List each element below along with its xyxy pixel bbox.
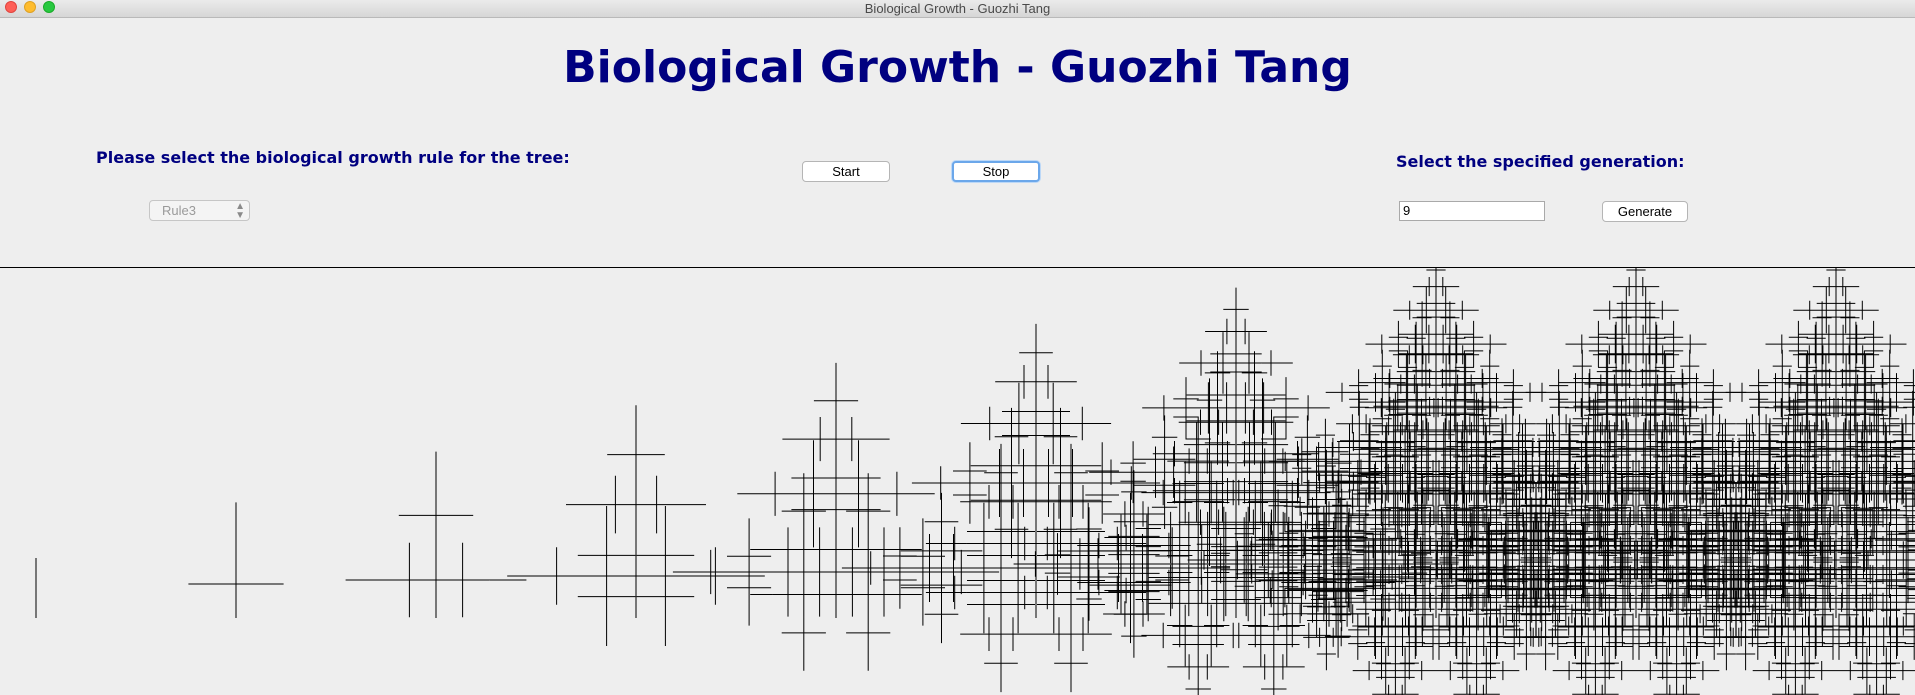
tree-generation-9: [1587, 268, 1915, 695]
rule-select-prompt: Please select the biological growth rule…: [96, 148, 570, 167]
tree-generation-2: [345, 451, 527, 618]
tree-branches: [507, 405, 765, 646]
growth-canvas: [35, 268, 1915, 695]
minimize-window-icon[interactable]: [24, 1, 36, 13]
tree-generation-4: [672, 362, 1000, 671]
tree-branches: [1013, 287, 1459, 695]
zoom-window-icon[interactable]: [43, 1, 55, 13]
generation-input[interactable]: 9: [1399, 201, 1545, 221]
start-button[interactable]: Start: [802, 161, 890, 182]
tree-generation-5: [841, 323, 1231, 693]
tree-branches: [188, 502, 284, 618]
rule-select[interactable]: Rule3 ▲ ▼: [149, 200, 250, 221]
tree-branches: [841, 323, 1231, 693]
up-down-chevron-icon: ▲ ▼: [235, 201, 245, 221]
stop-button[interactable]: Stop: [952, 161, 1040, 182]
tree-generation-1: [188, 502, 284, 618]
generation-prompt: Select the specified generation:: [1396, 152, 1685, 171]
window-title: Biological Growth - Guozhi Tang: [864, 1, 1051, 16]
divider: [0, 267, 1915, 268]
close-window-icon[interactable]: [5, 1, 17, 13]
rule-select-value: Rule3: [162, 203, 196, 218]
tree-branches: [345, 451, 527, 618]
tree-generation-6: [1013, 287, 1459, 695]
generate-button[interactable]: Generate: [1602, 201, 1688, 222]
tree-branches: [672, 362, 1000, 671]
app-title: Biological Growth - Guozhi Tang: [563, 42, 1352, 93]
tree-generation-3: [507, 405, 765, 646]
tree-branches: [1587, 268, 1915, 695]
window-titlebar: Biological Growth - Guozhi Tang: [0, 0, 1915, 18]
